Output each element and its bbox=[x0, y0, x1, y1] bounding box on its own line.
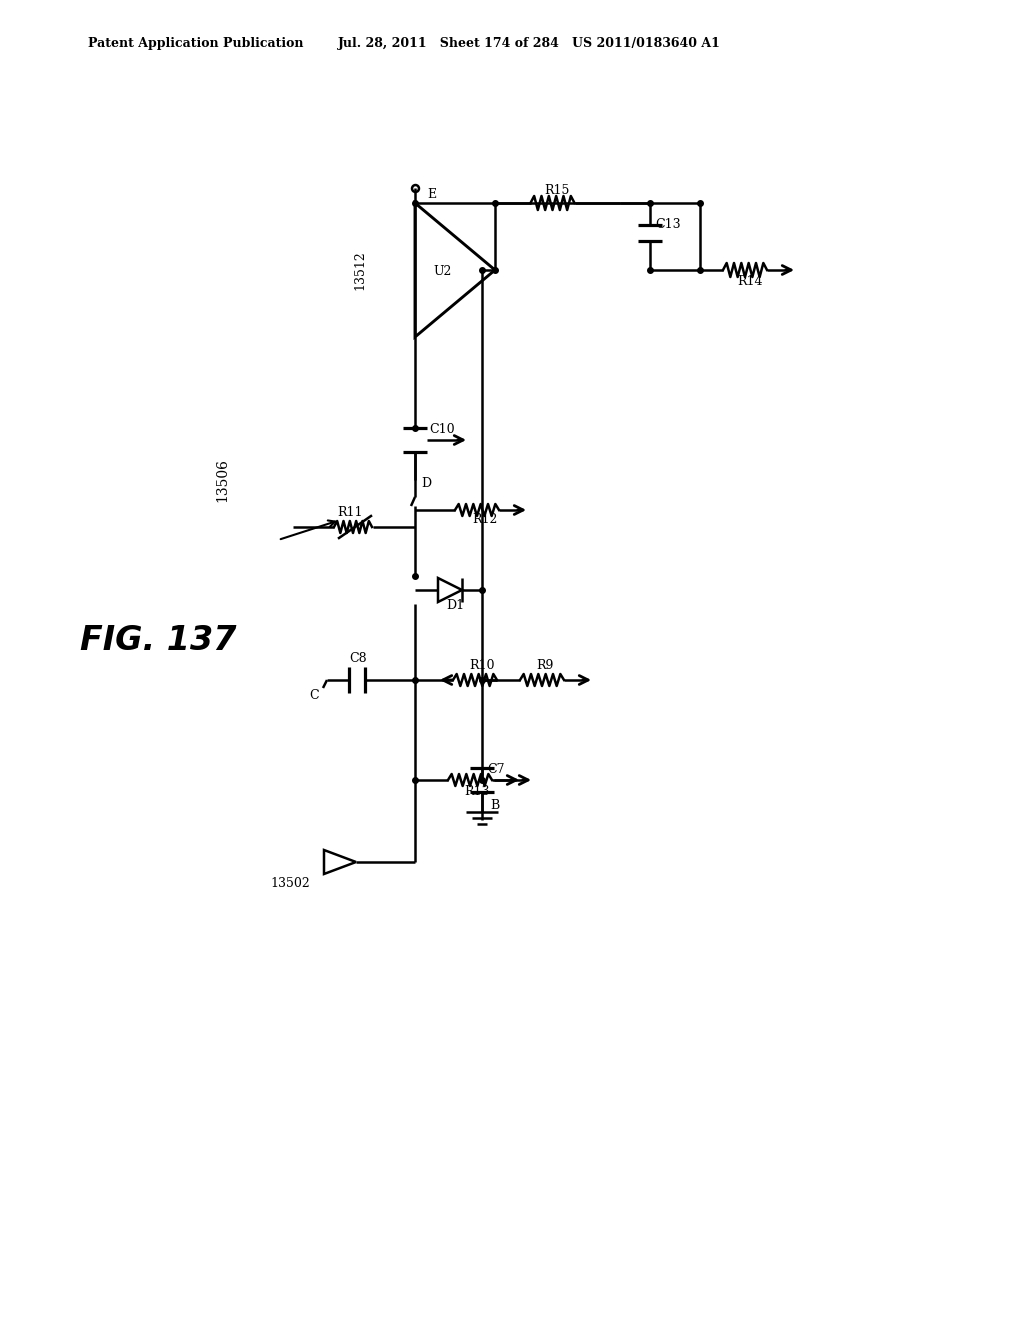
Text: C8: C8 bbox=[349, 652, 367, 665]
Text: 13502: 13502 bbox=[270, 876, 309, 890]
Text: FIG. 137: FIG. 137 bbox=[80, 623, 237, 656]
Text: U2: U2 bbox=[433, 265, 452, 279]
Text: Patent Application Publication: Patent Application Publication bbox=[88, 37, 303, 50]
Text: 13506: 13506 bbox=[215, 458, 229, 502]
Text: R9: R9 bbox=[536, 659, 553, 672]
Text: R15: R15 bbox=[545, 183, 570, 197]
Text: C10: C10 bbox=[429, 422, 455, 436]
Text: R10: R10 bbox=[469, 659, 495, 672]
Text: R13: R13 bbox=[464, 785, 489, 799]
Text: R12: R12 bbox=[472, 513, 498, 525]
Text: R14: R14 bbox=[737, 275, 763, 288]
Text: C13: C13 bbox=[655, 218, 681, 231]
Text: Jul. 28, 2011   Sheet 174 of 284   US 2011/0183640 A1: Jul. 28, 2011 Sheet 174 of 284 US 2011/0… bbox=[338, 37, 721, 50]
Text: D1: D1 bbox=[446, 599, 464, 612]
Text: E: E bbox=[427, 187, 436, 201]
Text: 13512: 13512 bbox=[353, 249, 367, 290]
Text: R11: R11 bbox=[337, 506, 362, 519]
Text: C7: C7 bbox=[487, 763, 505, 776]
Text: C: C bbox=[309, 689, 318, 702]
Text: D: D bbox=[421, 477, 431, 490]
Text: B: B bbox=[490, 799, 500, 812]
